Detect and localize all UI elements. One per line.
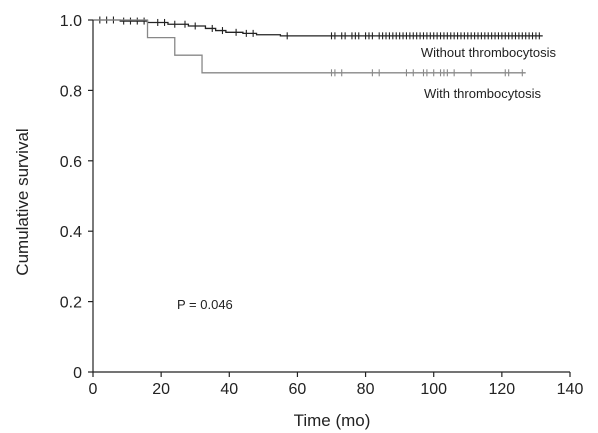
legend-label-without-thrombocytosis: Without thrombocytosis: [421, 45, 557, 60]
p-value-annotation: P = 0.046: [177, 297, 233, 312]
y-axis-label: Cumulative survival: [13, 128, 32, 275]
x-tick-label-0: 0: [89, 381, 98, 398]
x-tick-label-140: 140: [557, 381, 584, 398]
x-axis-label: Time (mo): [294, 411, 371, 430]
x-tick-label-60: 60: [289, 381, 307, 398]
y-tick-label-2: 0.4: [60, 224, 82, 241]
y-tick-label-4: 0.8: [60, 83, 82, 100]
axes: 0 20 40 60 80 100 120 140 0 0.2 0.4 0.6 0.8 1.0: [60, 13, 584, 398]
x-tick-label-120: 120: [489, 381, 516, 398]
plot-lines: [93, 16, 543, 77]
x-tick-label-100: 100: [420, 381, 447, 398]
x-tick-label-20: 20: [152, 381, 170, 398]
y-tick-label-1: 0.2: [60, 295, 82, 312]
x-tick-label-80: 80: [357, 381, 375, 398]
y-tick-label-0: 0: [73, 365, 82, 382]
y-tick-label-3: 0.6: [60, 154, 82, 171]
series-line-1: [93, 19, 526, 74]
x-tick-label-40: 40: [220, 381, 238, 398]
legend-label-with-thrombocytosis: With thrombocytosis: [424, 86, 542, 101]
y-tick-label-5: 1.0: [60, 13, 82, 30]
labels: Cumulative survival Time (mo) Without th…: [13, 45, 556, 430]
series-line-0: [93, 19, 543, 37]
